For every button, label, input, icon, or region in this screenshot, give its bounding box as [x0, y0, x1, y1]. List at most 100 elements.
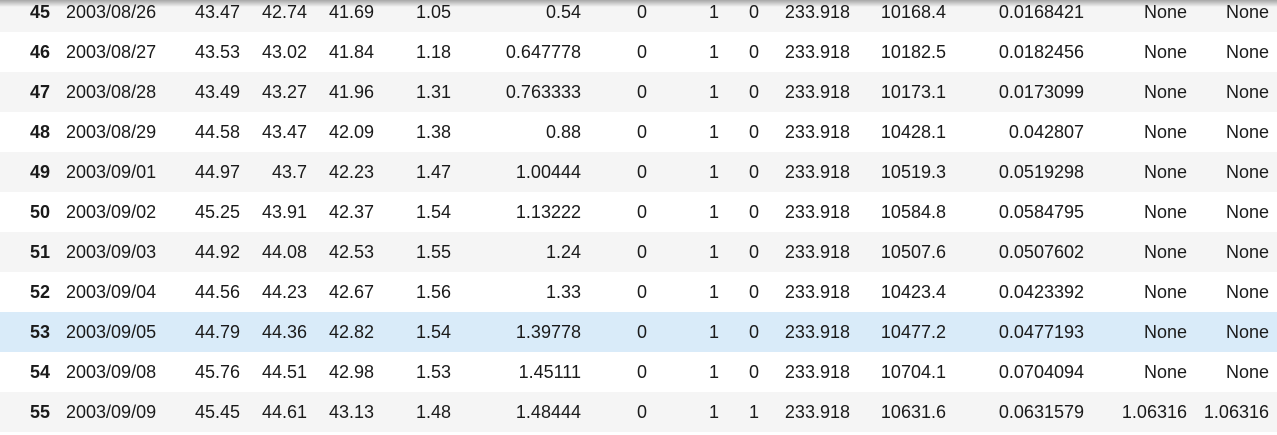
table-row[interactable]: 47 2003/08/28 43.49 43.27 41.96 1.31 0.763333 0… [0, 72, 1277, 112]
cell-col-6: 0 [589, 152, 655, 192]
table-row[interactable]: 48 2003/08/29 44.58 43.47 42.09 1.38 0.88 0 1 0 23… [0, 112, 1277, 152]
cell-col-4: 1.05 [382, 0, 459, 32]
cell-col-6: 0 [589, 392, 655, 432]
cell-col-7: 1 [655, 0, 727, 32]
cell-col-10: 10423.4 [858, 272, 954, 312]
cell-col-7: 1 [655, 152, 727, 192]
cell-open: 44.79 [182, 312, 248, 352]
cell-col-5: 1.33 [459, 272, 589, 312]
cell-col-13: None [1195, 232, 1277, 272]
cell-col-10: 10477.2 [858, 312, 954, 352]
cell-col-9: 233.918 [767, 312, 858, 352]
row-index: 51 [0, 232, 58, 272]
cell-col-8: 0 [727, 112, 767, 152]
cell-col-4: 1.55 [382, 232, 459, 272]
table-row[interactable]: 52 2003/09/04 44.56 44.23 42.67 1.56 1.33 0 1 0 23… [0, 272, 1277, 312]
table-row[interactable]: 55 2003/09/09 45.45 44.61 43.13 1.48 1.48444 0 1… [0, 392, 1277, 432]
cell-col-12: None [1092, 32, 1195, 72]
cell-date: 2003/08/26 [58, 0, 182, 32]
cell-low: 41.96 [315, 72, 382, 112]
cell-col-7: 1 [655, 112, 727, 152]
table-row[interactable]: 49 2003/09/01 44.97 43.7 42.23 1.47 1.00444 0 1 0… [0, 152, 1277, 192]
cell-col-4: 1.31 [382, 72, 459, 112]
cell-col-4: 1.56 [382, 272, 459, 312]
cell-col-6: 0 [589, 192, 655, 232]
cell-col-10: 10168.4 [858, 0, 954, 32]
cell-col-10: 10173.1 [858, 72, 954, 112]
cell-low: 42.37 [315, 192, 382, 232]
row-index: 54 [0, 352, 58, 392]
cell-open: 45.45 [182, 392, 248, 432]
cell-col-5: 1.39778 [459, 312, 589, 352]
cell-col-6: 0 [589, 272, 655, 312]
cell-col-10: 10704.1 [858, 352, 954, 392]
cell-col-9: 233.918 [767, 112, 858, 152]
cell-col-5: 0.647778 [459, 32, 589, 72]
table-row[interactable]: 51 2003/09/03 44.92 44.08 42.53 1.55 1.24 0 1 0 23… [0, 232, 1277, 272]
cell-high: 43.47 [248, 112, 315, 152]
cell-col-5: 1.48444 [459, 392, 589, 432]
cell-col-9: 233.918 [767, 152, 858, 192]
cell-open: 43.53 [182, 32, 248, 72]
cell-col-10: 10519.3 [858, 152, 954, 192]
row-index: 46 [0, 32, 58, 72]
cell-col-9: 233.918 [767, 272, 858, 312]
cell-col-13: None [1195, 72, 1277, 112]
cell-col-7: 1 [655, 392, 727, 432]
cell-open: 44.97 [182, 152, 248, 192]
cell-col-10: 10182.5 [858, 32, 954, 72]
cell-high: 42.74 [248, 0, 315, 32]
cell-low: 42.82 [315, 312, 382, 352]
table-row[interactable]: 54 2003/09/08 45.76 44.51 42.98 1.53 1.45111 0 1… [0, 352, 1277, 392]
table-row[interactable]: 50 2003/09/02 45.25 43.91 42.37 1.54 1.13222 0 1… [0, 192, 1277, 232]
cell-date: 2003/08/28 [58, 72, 182, 112]
cell-col-4: 1.18 [382, 32, 459, 72]
cell-low: 41.69 [315, 0, 382, 32]
cell-open: 45.76 [182, 352, 248, 392]
cell-col-12: None [1092, 152, 1195, 192]
cell-col-8: 0 [727, 72, 767, 112]
cell-date: 2003/08/29 [58, 112, 182, 152]
cell-high: 43.91 [248, 192, 315, 232]
cell-col-9: 233.918 [767, 352, 858, 392]
cell-col-7: 1 [655, 352, 727, 392]
cell-col-10: 10428.1 [858, 112, 954, 152]
cell-col-11: 0.0519298 [954, 152, 1092, 192]
table-row[interactable]: 46 2003/08/27 43.53 43.02 41.84 1.18 0.647778 0… [0, 32, 1277, 72]
row-index: 48 [0, 112, 58, 152]
cell-col-13: None [1195, 352, 1277, 392]
cell-low: 42.67 [315, 272, 382, 312]
cell-col-8: 1 [727, 392, 767, 432]
cell-col-5: 0.763333 [459, 72, 589, 112]
cell-date: 2003/09/05 [58, 312, 182, 352]
cell-col-6: 0 [589, 112, 655, 152]
cell-col-13: None [1195, 0, 1277, 32]
cell-col-9: 233.918 [767, 392, 858, 432]
cell-col-13: None [1195, 312, 1277, 352]
table-row[interactable]: 53 2003/09/05 44.79 44.36 42.82 1.54 1.39778 0 1… [0, 312, 1277, 352]
cell-col-10: 10507.6 [858, 232, 954, 272]
cell-col-7: 1 [655, 312, 727, 352]
cell-col-8: 0 [727, 152, 767, 192]
cell-col-5: 1.00444 [459, 152, 589, 192]
cell-col-12: None [1092, 0, 1195, 32]
cell-col-8: 0 [727, 192, 767, 232]
cell-col-6: 0 [589, 32, 655, 72]
cell-col-5: 0.88 [459, 112, 589, 152]
cell-high: 44.23 [248, 272, 315, 312]
cell-col-8: 0 [727, 0, 767, 32]
cell-col-13: None [1195, 192, 1277, 232]
cell-open: 44.58 [182, 112, 248, 152]
cell-open: 43.49 [182, 72, 248, 112]
cell-col-9: 233.918 [767, 232, 858, 272]
cell-col-5: 0.54 [459, 0, 589, 32]
cell-col-7: 1 [655, 272, 727, 312]
cell-col-13: None [1195, 272, 1277, 312]
row-index: 52 [0, 272, 58, 312]
cell-open: 44.56 [182, 272, 248, 312]
table-row[interactable]: 45 2003/08/26 43.47 42.74 41.69 1.05 0.54 0 1 0 23… [0, 0, 1277, 32]
cell-col-12: None [1092, 112, 1195, 152]
cell-date: 2003/09/01 [58, 152, 182, 192]
cell-col-8: 0 [727, 32, 767, 72]
